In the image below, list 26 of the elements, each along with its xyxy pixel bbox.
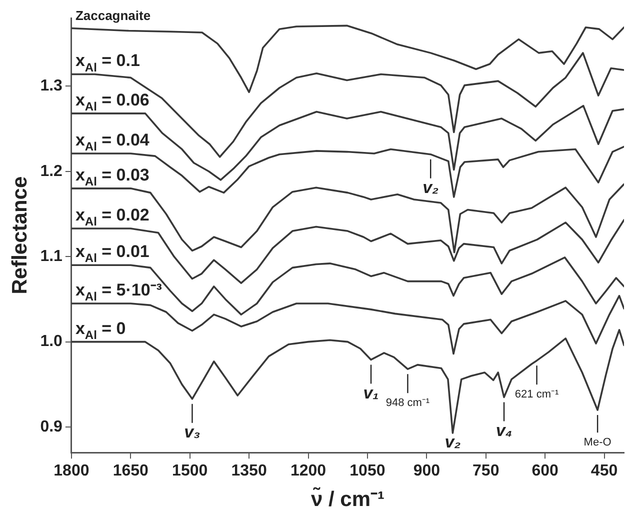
x-tick-label: 1200	[290, 462, 326, 480]
y-tick-label: 1.2	[40, 162, 63, 180]
annotation: v₃	[184, 422, 200, 442]
x-axis-title: ν̃ / cm⁻¹	[310, 487, 384, 512]
x-tick-label: 1650	[112, 462, 149, 480]
x-tick-label: 1500	[172, 462, 208, 480]
x-tick-label: 600	[532, 462, 559, 480]
annotation: Me-O	[584, 436, 612, 449]
y-tick-label: 1.0	[40, 333, 63, 350]
x-tick-label: 1350	[231, 462, 267, 480]
y-tick-label: 1.1	[40, 248, 63, 266]
annotation: 948 cm⁻¹	[386, 397, 430, 410]
x-tick-label: 450	[590, 462, 618, 480]
x-tick-label: 1800	[54, 462, 90, 480]
annotation: v₂	[444, 432, 462, 452]
y-tick-label: 1.3	[40, 78, 63, 95]
x-tick-label: 1050	[350, 462, 386, 480]
annotation: v₁	[363, 383, 379, 402]
series-label: Zaccagnaite	[75, 8, 151, 24]
annotation: 621 cm⁻¹	[514, 388, 559, 401]
x-tick-label: 900	[413, 462, 440, 480]
annotation: v₂	[422, 178, 440, 198]
y-axis-title: Reflectance	[8, 176, 32, 294]
annotation: v₄	[496, 420, 512, 440]
x-tick-label: 750	[472, 462, 500, 480]
y-tick-label: 0.9	[40, 418, 63, 436]
